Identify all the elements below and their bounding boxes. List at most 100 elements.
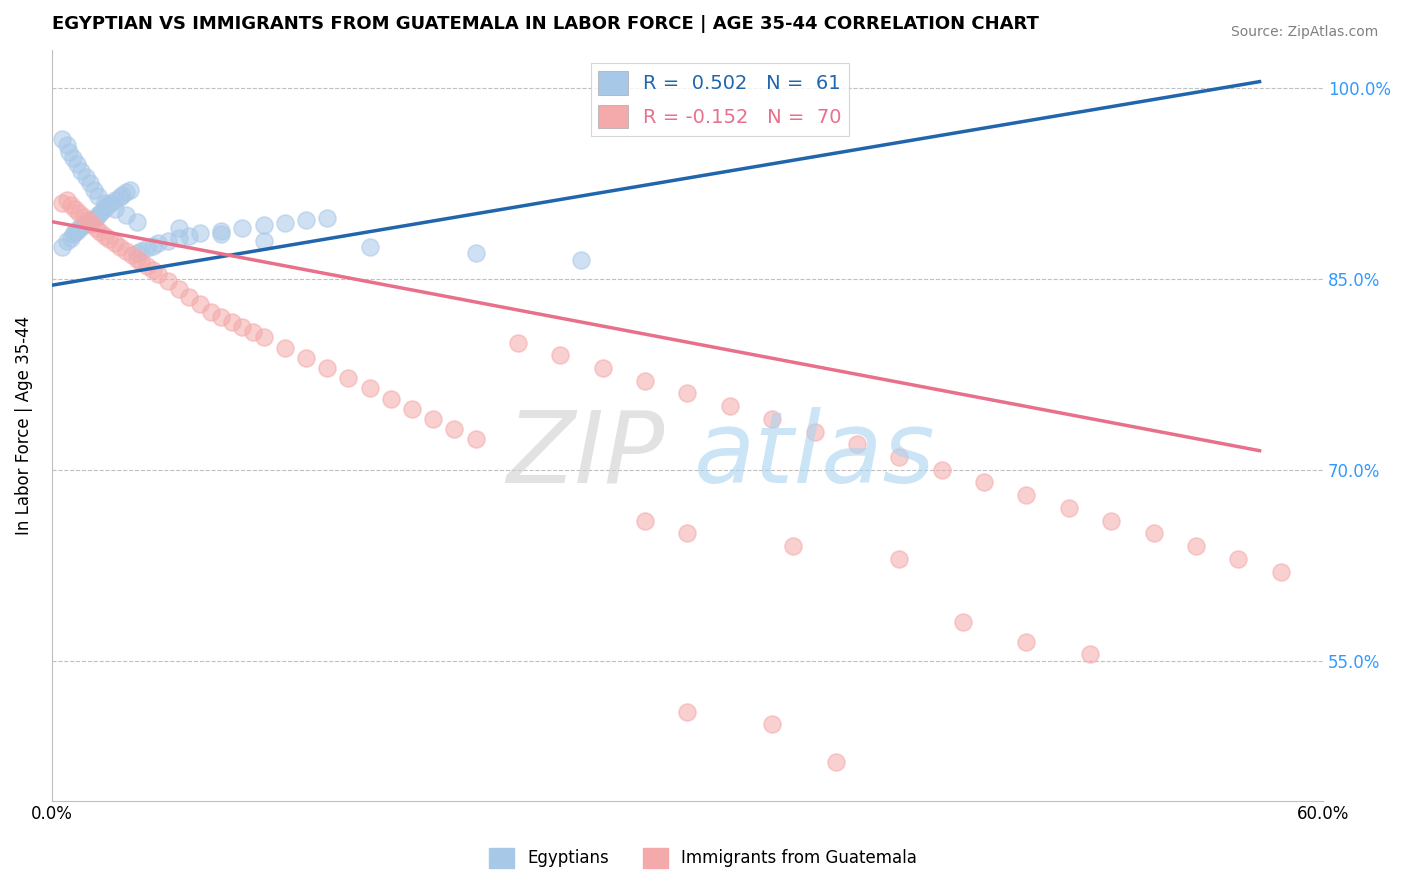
Point (167, 221, 190, 235)
Point (66, 157, 89, 171)
Point (72, 210, 94, 224)
Point (157, 234, 180, 248)
Point (167, 231, 190, 245)
Point (676, 705, 699, 719)
Point (55, 234, 77, 248)
Point (142, 263, 165, 277)
Point (125, 246, 148, 260)
Point (89, 225, 111, 239)
Point (100, 195, 122, 210)
Point (422, 412, 444, 426)
Point (66, 223, 89, 237)
Point (973, 475, 995, 490)
Point (1227, 552, 1250, 566)
Point (209, 310, 232, 324)
Point (79, 214, 101, 228)
Point (761, 717, 783, 731)
Point (188, 297, 211, 311)
Legend: Egyptians, Immigrants from Guatemala: Egyptians, Immigrants from Guatemala (482, 841, 924, 875)
Point (571, 252, 593, 267)
Point (89, 205, 111, 219)
Point (87, 208, 110, 222)
Point (1142, 526, 1164, 541)
Point (443, 422, 465, 436)
Point (274, 216, 297, 230)
Point (80, 217, 103, 231)
Point (129, 244, 152, 258)
Point (63, 225, 86, 239)
Point (931, 463, 953, 477)
Point (761, 412, 783, 426)
Y-axis label: In Labor Force | Age 35-44: In Labor Force | Age 35-44 (15, 316, 32, 535)
Point (634, 374, 657, 388)
Text: atlas: atlas (693, 407, 935, 504)
Point (59, 231, 82, 245)
Point (231, 320, 253, 334)
Point (253, 330, 276, 344)
Point (200, 305, 222, 319)
Text: Source: ZipAtlas.com: Source: ZipAtlas.com (1230, 25, 1378, 39)
Point (506, 335, 529, 350)
Point (359, 381, 381, 395)
Point (83, 212, 105, 227)
Point (179, 290, 201, 304)
Point (93, 228, 115, 243)
Point (209, 223, 232, 237)
Point (359, 240, 381, 254)
Point (67, 205, 90, 219)
Point (80, 213, 103, 227)
Point (87, 189, 110, 203)
Point (93, 195, 115, 210)
Point (274, 341, 297, 355)
Point (1078, 647, 1101, 661)
Point (782, 539, 804, 553)
Text: EGYPTIAN VS IMMIGRANTS FROM GUATEMALA IN LABOR FORCE | AGE 35-44 CORRELATION CHA: EGYPTIAN VS IMMIGRANTS FROM GUATEMALA IN… (52, 15, 1039, 33)
Point (84, 211, 107, 225)
Point (464, 246, 486, 260)
Point (104, 193, 127, 207)
Point (1057, 500, 1080, 515)
Point (111, 187, 134, 202)
Point (846, 437, 869, 451)
Point (209, 227, 232, 242)
Point (242, 326, 264, 340)
Point (97, 232, 120, 246)
Point (75, 170, 97, 185)
Point (51, 240, 73, 254)
Point (803, 425, 825, 439)
Point (62, 227, 84, 242)
Point (188, 226, 211, 240)
Point (75, 217, 97, 231)
Point (83, 183, 105, 197)
Legend: R =  0.502   N =  61, R = -0.152   N =  70: R = 0.502 N = 61, R = -0.152 N = 70 (591, 63, 849, 136)
Point (952, 615, 974, 630)
Point (91, 203, 114, 218)
Point (1015, 488, 1038, 502)
Point (718, 399, 741, 413)
Point (464, 432, 486, 446)
Point (1185, 539, 1208, 553)
Point (84, 221, 107, 235)
Point (51, 132, 73, 146)
Point (104, 202, 127, 216)
Point (125, 214, 148, 228)
Point (93, 201, 115, 215)
Point (316, 361, 339, 376)
Point (1099, 514, 1122, 528)
Point (634, 514, 657, 528)
Point (231, 221, 253, 235)
Point (157, 275, 180, 289)
Point (125, 252, 148, 266)
Point (316, 211, 339, 225)
Point (63, 202, 86, 216)
Point (70, 163, 93, 178)
Point (76, 216, 98, 230)
Point (67, 221, 90, 235)
Point (70, 219, 93, 234)
Point (108, 240, 131, 254)
Text: ZIP: ZIP (506, 407, 665, 504)
Point (58, 145, 80, 159)
Point (1270, 565, 1292, 579)
Point (108, 190, 131, 204)
Point (1015, 634, 1038, 648)
